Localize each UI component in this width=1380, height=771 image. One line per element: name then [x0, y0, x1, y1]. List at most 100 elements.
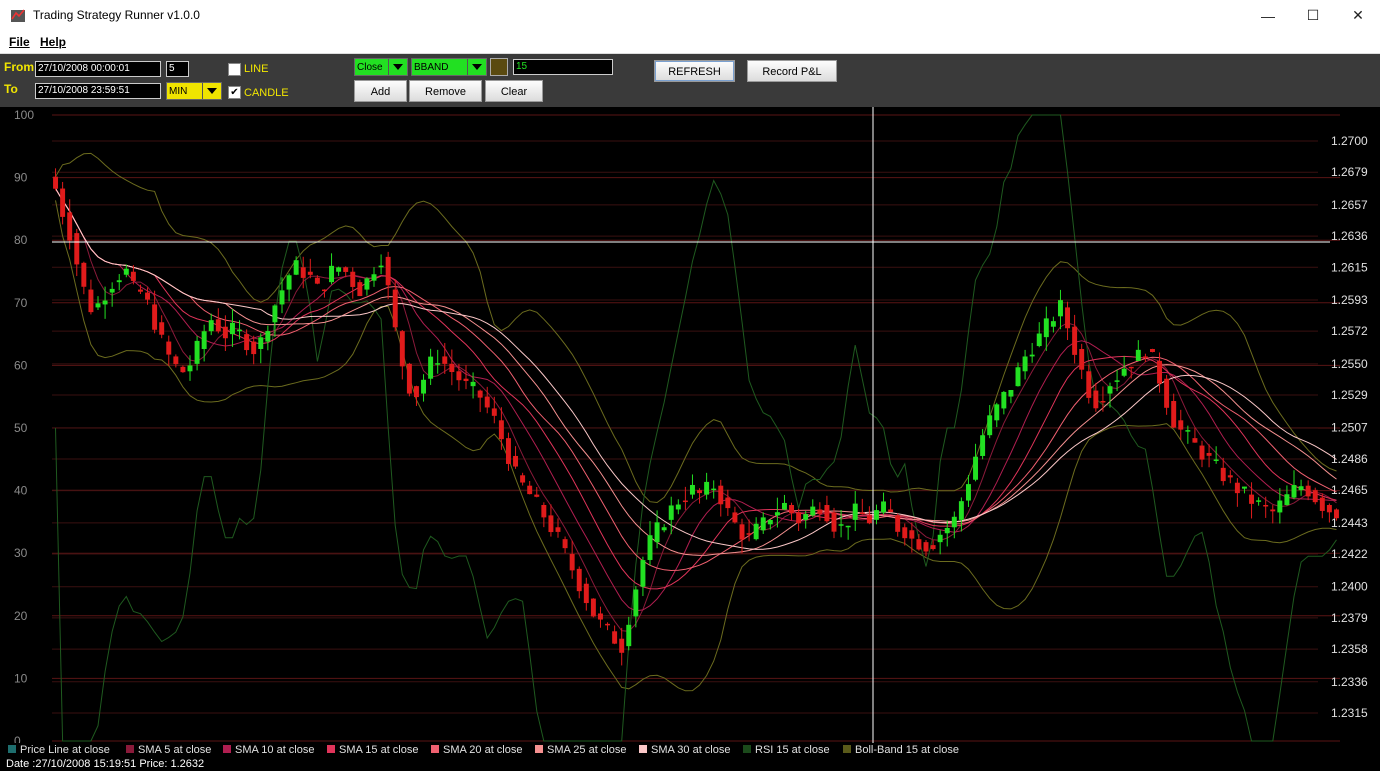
candle-body	[329, 265, 335, 283]
candle-body	[626, 624, 632, 647]
candle-body	[406, 363, 412, 394]
refresh-button[interactable]: REFRESH	[654, 60, 735, 82]
sma-line	[55, 188, 1337, 612]
bollinger-bands	[55, 152, 1337, 692]
from-date-field[interactable]: 27/10/2008 00:00:01	[35, 61, 161, 77]
candle-body	[569, 554, 575, 571]
candle-body	[442, 356, 448, 364]
chevron-down-icon	[202, 83, 221, 99]
candle-body	[647, 535, 653, 560]
legend-item: SMA 25 at close	[535, 743, 627, 757]
sma-line	[55, 188, 1337, 550]
candle-body	[463, 378, 469, 382]
remove-button[interactable]: Remove	[409, 80, 482, 102]
period-field[interactable]: 15	[513, 59, 613, 75]
rsi-line	[55, 114, 1337, 742]
legend-swatch	[8, 745, 16, 753]
candle-body	[654, 522, 660, 543]
unit-select[interactable]: MIN	[166, 82, 222, 100]
right-axis-tick: 1.2550	[1331, 357, 1368, 371]
candle-body	[258, 337, 264, 349]
candle-body	[1319, 497, 1325, 511]
maximize-button[interactable]: ☐	[1290, 0, 1336, 31]
legend-swatch	[327, 745, 335, 753]
interval-field[interactable]: 5	[166, 61, 189, 77]
candle-body	[392, 289, 398, 328]
right-axis-tick: 1.2636	[1331, 229, 1368, 243]
candle-body	[279, 290, 285, 305]
candle-body	[527, 485, 533, 495]
left-axis-tick: 70	[14, 296, 28, 310]
candle-body	[67, 212, 73, 241]
legend-item: Price Line at close	[8, 743, 110, 757]
candle-body	[1065, 307, 1071, 329]
price-chart[interactable]: 0 10 20 30 40 50 60 70 80 90 100 1.2315 1.2336 1.235…	[0, 107, 1380, 748]
candle-body	[123, 268, 129, 275]
candle-body	[909, 530, 915, 539]
candle-body	[187, 365, 193, 372]
candle-body	[767, 519, 773, 525]
candle-body	[597, 613, 603, 620]
candle-body	[534, 494, 540, 497]
candle-body	[215, 319, 221, 332]
candle-body	[619, 638, 625, 653]
right-axis-tick: 1.2657	[1331, 198, 1368, 212]
color-picker[interactable]	[490, 58, 508, 76]
candle-body	[760, 517, 766, 531]
sma-lines	[55, 188, 1337, 632]
right-axis-tick: 1.2507	[1331, 421, 1368, 435]
candle-body	[1015, 367, 1021, 387]
candle-body	[95, 303, 101, 308]
left-axis-tick: 100	[14, 108, 34, 122]
candle-body	[378, 265, 384, 268]
candle-body	[1001, 391, 1007, 409]
menu-bar: File Help	[0, 31, 1380, 54]
candle-body	[1270, 509, 1276, 512]
line-checkbox[interactable]	[228, 63, 241, 76]
candle-body	[583, 583, 589, 604]
candle-body	[548, 515, 554, 533]
sma-line	[55, 188, 1337, 590]
menu-file[interactable]: File	[9, 35, 30, 49]
add-button[interactable]: Add	[354, 80, 407, 102]
candle-body	[1305, 485, 1311, 497]
candle-body	[60, 188, 66, 217]
candle-body	[682, 500, 688, 503]
candle-body	[1185, 430, 1191, 432]
candle-body	[251, 341, 257, 355]
candle-body	[1263, 505, 1269, 507]
record-pl-button[interactable]: Record P&L	[747, 60, 837, 82]
close-button[interactable]: ✕	[1335, 0, 1380, 31]
candle-body	[272, 305, 278, 323]
legend-label: Price Line at close	[20, 744, 110, 756]
candles	[53, 168, 1339, 666]
legend-item: Boll-Band 15 at close	[843, 743, 959, 757]
candle-body	[711, 488, 717, 491]
candle-body	[1178, 420, 1184, 430]
menu-help[interactable]: Help	[40, 35, 67, 49]
candle-body	[1298, 486, 1304, 491]
title-bar: Trading Strategy Runner v1.0.0 — ☐ ✕	[0, 0, 1380, 31]
candle-body	[1234, 482, 1240, 494]
crosshair	[52, 107, 1330, 743]
candle-body	[1291, 485, 1297, 498]
right-axis-tick: 1.2336	[1331, 675, 1368, 689]
chart-area[interactable]: 0 10 20 30 40 50 60 70 80 90 100 1.2315 1.2336 1.235…	[0, 107, 1380, 748]
legend-swatch	[126, 745, 134, 753]
left-axis-tick: 10	[14, 671, 28, 685]
candle-body	[456, 371, 462, 381]
candle-body	[1135, 349, 1141, 361]
to-date-field[interactable]: 27/10/2008 23:59:51	[35, 83, 161, 99]
candle-checkbox[interactable]: ✔	[228, 86, 241, 99]
candle-body	[385, 256, 391, 286]
legend-label: SMA 25 at close	[547, 744, 627, 756]
candle-body	[208, 320, 214, 332]
left-axis-tick: 0	[14, 734, 21, 743]
minimize-button[interactable]: —	[1245, 0, 1291, 31]
clear-button[interactable]: Clear	[485, 80, 543, 102]
left-axis-tick: 20	[14, 609, 28, 623]
candle-body	[590, 598, 596, 617]
indicator-select[interactable]: BBAND	[411, 58, 487, 76]
source-select[interactable]: Close	[354, 58, 408, 76]
candle-body	[343, 267, 349, 272]
